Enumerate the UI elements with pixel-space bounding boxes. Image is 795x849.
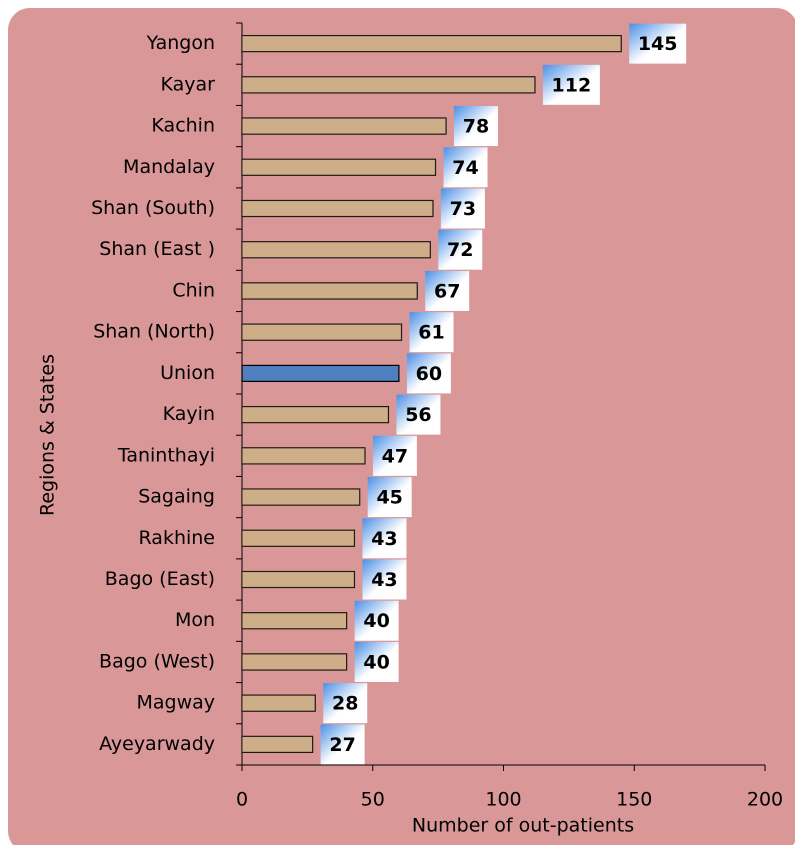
bar-tint (242, 695, 316, 712)
data-label-box (542, 64, 600, 105)
data-label-box (362, 518, 407, 559)
y-tick-label: Shan (South) (91, 197, 215, 219)
bar-tint (242, 241, 431, 258)
data-label-box (367, 477, 412, 518)
bar (241, 735, 314, 753)
data-label: 78 (463, 116, 489, 138)
bar-tint (242, 653, 347, 670)
bar (241, 570, 356, 589)
data-label: 60 (416, 363, 442, 385)
data-label-box (438, 229, 483, 270)
bar-tint (242, 406, 389, 423)
data-label-box (354, 600, 399, 641)
y-tick-label: Kachin (151, 115, 215, 137)
data-label-box (396, 394, 441, 435)
y-tick-label: Bago (East) (105, 568, 215, 590)
data-label: 112 (552, 74, 592, 96)
data-label-box (354, 641, 399, 682)
bar (241, 158, 437, 176)
y-tick-label: Mandalay (123, 156, 215, 178)
bar (241, 241, 431, 259)
bar (241, 323, 403, 341)
data-label-box (362, 559, 407, 600)
bar-tint (242, 76, 535, 93)
bar-tint (242, 447, 365, 464)
data-label: 40 (363, 610, 389, 632)
bar-tint (242, 736, 313, 753)
data-label: 40 (363, 651, 389, 673)
data-label: 27 (329, 734, 355, 756)
y-axis-title: Regions & States (37, 354, 59, 516)
bar (241, 447, 366, 465)
bar-tint (242, 282, 418, 299)
y-tick-label: Shan (East ) (99, 238, 215, 260)
y-tick-label: Kayin (163, 403, 215, 425)
data-label-box (323, 683, 368, 724)
y-tick-label: Yangon (146, 32, 215, 54)
data-label-box (320, 724, 365, 765)
y-tick-label: Chin (172, 279, 215, 301)
x-axis-title: Number of out-patients (412, 815, 634, 837)
y-tick-label: Magway (136, 692, 215, 714)
bar-tint (242, 35, 622, 52)
x-tick-label: 100 (485, 789, 521, 811)
x-tick-label: 200 (747, 789, 783, 811)
bar (241, 694, 316, 712)
bar (241, 35, 622, 53)
data-label: 28 (332, 693, 358, 715)
y-tick-label: Union (160, 362, 215, 384)
y-tick-label: Sagaing (138, 486, 215, 508)
y-tick-label: Shan (North) (93, 321, 215, 343)
data-label-box (629, 23, 687, 64)
data-label-box (425, 270, 470, 311)
data-label: 43 (371, 569, 397, 591)
data-label: 74 (452, 157, 478, 179)
y-tick-label: Bago (West) (99, 650, 215, 672)
bar-tint (242, 489, 360, 506)
x-tick-label: 0 (236, 789, 248, 811)
data-label: 73 (450, 198, 476, 220)
bar-tint (242, 324, 402, 341)
bar-tint (242, 159, 436, 176)
bar (241, 76, 536, 94)
bar (241, 199, 434, 218)
y-tick-label: Ayeyarwady (99, 733, 215, 755)
bar (241, 364, 400, 382)
bar-tint (242, 200, 433, 217)
bar-tint (242, 530, 355, 547)
y-tick-label: Kayar (161, 73, 216, 95)
bar-tint (242, 118, 446, 135)
data-label-box (453, 106, 498, 147)
data-label: 67 (434, 280, 460, 302)
data-label-box (409, 312, 454, 353)
data-label: 56 (405, 404, 431, 426)
data-label-box (440, 188, 485, 229)
data-label: 47 (382, 445, 408, 467)
bar (241, 488, 361, 506)
bar (241, 117, 447, 135)
data-label: 61 (418, 322, 444, 344)
bar (241, 653, 348, 671)
data-label-box (372, 435, 417, 476)
data-label-box (406, 353, 451, 394)
data-label: 72 (447, 239, 473, 261)
bar (241, 282, 418, 300)
y-tick-label: Rakhine (139, 527, 215, 549)
data-label: 45 (376, 487, 402, 509)
y-tick-label: Mon (175, 609, 215, 631)
data-label-box (443, 147, 488, 188)
bar (241, 612, 348, 630)
bar (241, 406, 390, 424)
data-label: 145 (638, 33, 678, 55)
data-label: 43 (371, 528, 397, 550)
bar-tint (242, 571, 355, 588)
bar (241, 529, 356, 547)
x-tick-label: 150 (616, 789, 652, 811)
bar-tint (242, 612, 347, 629)
y-tick-label: Taninthayi (117, 444, 215, 466)
x-tick-label: 50 (361, 789, 385, 811)
